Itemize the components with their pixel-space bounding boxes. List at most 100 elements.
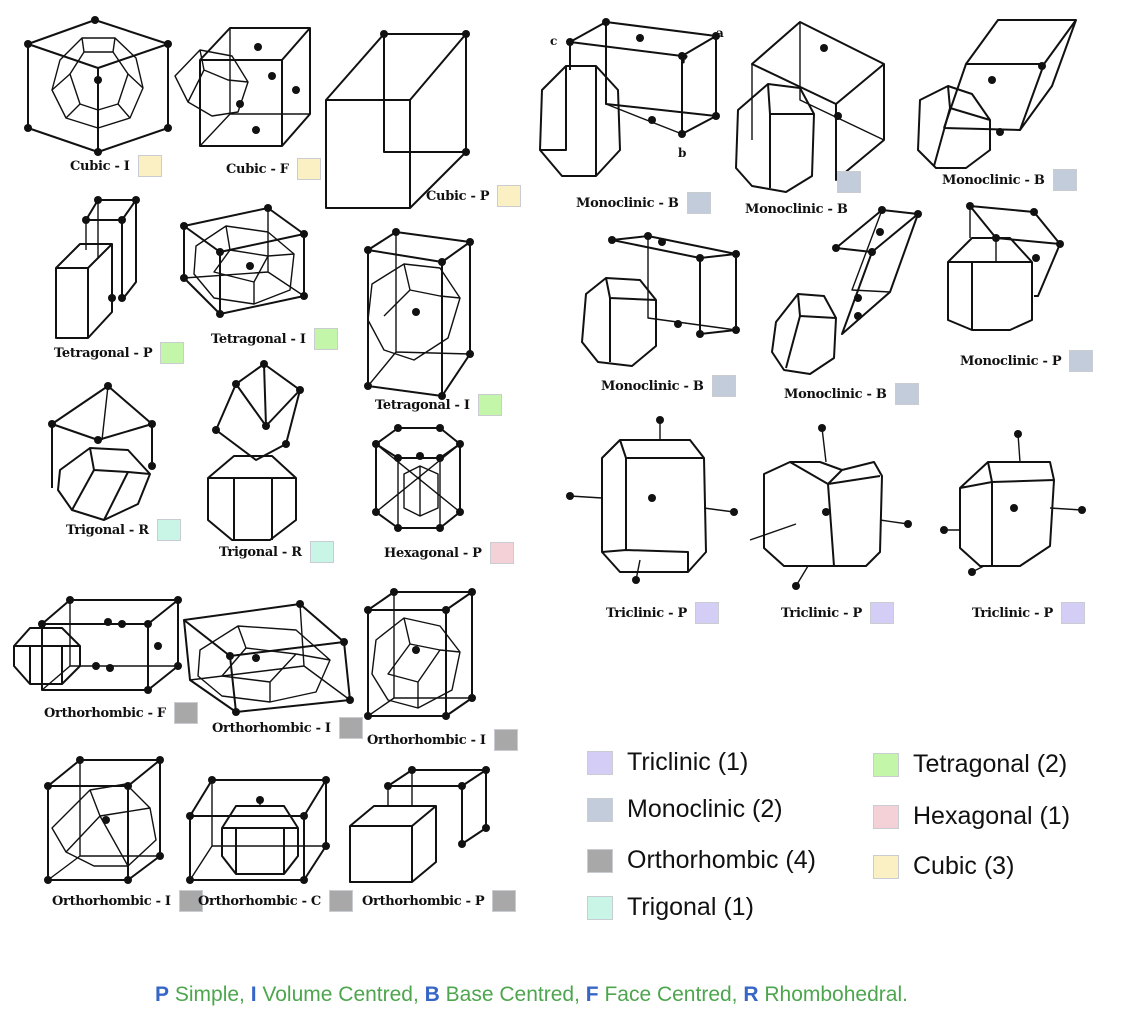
- color-swatch-hexagonal: [489, 542, 514, 564]
- caption-orthorhombic-p: Orthorhombic - P: [362, 890, 517, 912]
- caption-text: Triclinic - P: [606, 605, 687, 621]
- color-swatch-orthorhombic: [328, 890, 353, 912]
- caption-orthorhombic-i1: Orthorhombic - I: [212, 717, 363, 739]
- key-letter-f: F: [585, 983, 599, 1006]
- key-text-base-centred: Base Centred,: [439, 983, 580, 1006]
- trigonal-r1-lattice-drawing: [48, 382, 156, 521]
- color-swatch-orthorhombic: [493, 729, 518, 751]
- caption-tetragonal-i2: Tetragonal - I: [375, 394, 502, 416]
- caption-text: Hexagonal - P: [384, 545, 482, 561]
- monoclinic-p-lattice-drawing: [947, 202, 1064, 331]
- color-swatch-monoclinic: [1069, 350, 1094, 372]
- caption-text: Monoclinic - P: [960, 353, 1062, 369]
- key-text-rhombohedral: Rhombohedral.: [758, 983, 908, 1006]
- legend-item-monoclinic: Monoclinic (2): [587, 795, 783, 824]
- trigonal-r2-lattice-drawing: [207, 360, 304, 541]
- tetragonal-p-lattice-drawing: [55, 196, 140, 339]
- caption-text: Cubic - P: [426, 188, 490, 204]
- monoclinic-b3-lattice-drawing: [917, 19, 1077, 169]
- orthorhombic-f-lattice-drawing: [13, 596, 182, 694]
- color-swatch-cubic: [296, 158, 321, 180]
- legend-swatch-cubic: [873, 854, 899, 879]
- monoclinic-b2-lattice-drawing: [735, 21, 885, 193]
- caption-orthorhombic-f: Orthorhombic - F: [44, 702, 198, 724]
- triclinic-p2-lattice-drawing: [749, 424, 912, 590]
- caption-orthorhombic-i2: Orthorhombic - I: [367, 729, 518, 751]
- orthorhombic-p-lattice-drawing: [349, 766, 490, 883]
- triclinic-p1-lattice-drawing: [566, 416, 738, 584]
- caption-text: Monoclinic - B: [942, 172, 1045, 188]
- caption-tetragonal-i1: Tetragonal - I: [211, 328, 338, 350]
- color-swatch-monoclinic: [894, 383, 919, 405]
- legend-label: Monoclinic (2): [627, 795, 783, 823]
- axis-point-b: b: [678, 146, 687, 160]
- legend-item-orthorhombic: Orthorhombic (4): [587, 846, 816, 875]
- key-letter-p: P: [155, 983, 170, 1006]
- caption-triclinic-p3: Triclinic - P: [972, 602, 1085, 624]
- caption-triclinic-p1: Triclinic - P: [606, 602, 719, 624]
- caption-triclinic-p2: Triclinic - P: [781, 602, 894, 624]
- color-swatch-orthorhombic: [338, 717, 363, 739]
- legend-label: Cubic (3): [913, 852, 1015, 880]
- caption-text: Orthorhombic - I: [52, 893, 171, 909]
- axis-point-c: c: [550, 34, 558, 48]
- caption-text: Monoclinic - B: [601, 378, 704, 394]
- color-swatch-trigonal: [309, 541, 334, 563]
- color-swatch-monoclinic: [837, 171, 861, 193]
- orthorhombic-i3-lattice-drawing: [44, 756, 164, 884]
- caption-hexagonal-p: Hexagonal - P: [384, 542, 514, 564]
- caption-text: Trigonal - R: [66, 522, 149, 538]
- caption-monoclinic-b2-text: Monoclinic - B: [745, 202, 848, 217]
- caption-cubic-f: Cubic - F: [226, 158, 321, 180]
- color-swatch-tetragonal: [477, 394, 502, 416]
- legend-swatch-triclinic: [587, 750, 613, 775]
- color-swatch-triclinic: [869, 602, 894, 624]
- color-swatch-tetragonal: [160, 342, 185, 364]
- monoclinic-b1-lattice-drawing: [539, 18, 720, 177]
- hexagonal-p-lattice-drawing: [372, 424, 464, 532]
- caption-cubic-p: Cubic - P: [426, 185, 522, 207]
- caption-cubic-i: Cubic - I: [70, 155, 162, 177]
- legend-swatch-orthorhombic: [587, 848, 613, 873]
- legend-label: Trigonal (1): [627, 893, 754, 921]
- color-swatch-tetragonal: [313, 328, 338, 350]
- color-swatch-orthorhombic: [173, 702, 198, 724]
- color-swatch-trigonal: [156, 519, 181, 541]
- legend-swatch-monoclinic: [587, 797, 613, 822]
- triclinic-p3-lattice-drawing: [940, 430, 1086, 576]
- key-text-face-centred: Face Centred,: [598, 983, 738, 1006]
- legend-swatch-trigonal: [587, 895, 613, 920]
- key-text-volume-centred: Volume Centred,: [256, 983, 419, 1006]
- tetragonal-i2-lattice-drawing: [364, 228, 474, 400]
- caption-monoclinic-b5: Monoclinic - B: [784, 383, 919, 405]
- legend-label: Tetragonal (2): [913, 750, 1068, 778]
- orthorhombic-i1-lattice-drawing: [183, 600, 354, 716]
- legend-item-tetragonal: Tetragonal (2): [873, 750, 1067, 779]
- legend-label: Hexagonal (1): [913, 802, 1071, 830]
- key-letter-b: B: [424, 983, 440, 1006]
- caption-trigonal-r2: Trigonal - R: [219, 541, 334, 563]
- color-swatch-monoclinic: [1052, 169, 1077, 191]
- caption-text: Monoclinic - B: [745, 202, 848, 217]
- cubic-p-lattice-drawing: [325, 30, 470, 209]
- caption-monoclinic-b3: Monoclinic - B: [942, 169, 1077, 191]
- caption-text: Cubic - F: [226, 161, 289, 177]
- caption-text: Triclinic - P: [781, 605, 862, 621]
- axis-point-a: a: [716, 26, 724, 40]
- caption-monoclinic-b4: Monoclinic - B: [601, 375, 736, 397]
- caption-text: Orthorhombic - I: [212, 720, 331, 736]
- cubic-f-lattice-drawing: [174, 27, 311, 147]
- caption-trigonal-r1: Trigonal - R: [66, 519, 181, 541]
- caption-text: Tetragonal - I: [211, 331, 306, 347]
- caption-text: Monoclinic - B: [784, 386, 887, 402]
- legend-label: Orthorhombic (4): [627, 846, 816, 874]
- legend-item-trigonal: Trigonal (1): [587, 893, 754, 922]
- caption-monoclinic-b2: [745, 171, 861, 193]
- axis-angle-gamma: γ: [680, 50, 688, 64]
- legend-label: Triclinic (1): [627, 748, 749, 776]
- key-text-simple: Simple,: [169, 983, 245, 1006]
- caption-text: Orthorhombic - C: [198, 893, 321, 909]
- legend-item-cubic: Cubic (3): [873, 852, 1014, 881]
- legend-swatch-hexagonal: [873, 804, 899, 829]
- color-swatch-monoclinic: [686, 192, 711, 214]
